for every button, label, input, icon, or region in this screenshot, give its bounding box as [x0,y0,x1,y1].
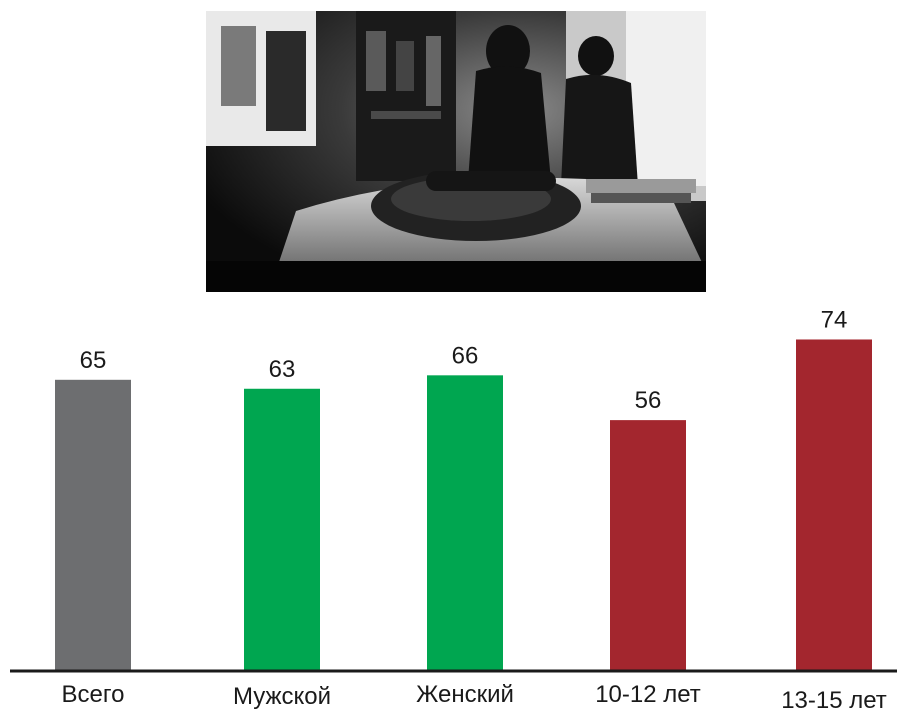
bar-3 [610,420,686,671]
category-label-4: 13-15 лет [781,687,887,711]
bar-1 [244,388,320,671]
silhouette-right [561,74,638,186]
category-labels-group: Всего Мужской Женский 10-12 лет 13-15 лет [62,681,887,711]
header-photo [206,11,706,292]
value-label-0: 65 [80,347,107,374]
value-label-2: 66 [452,342,479,369]
bar-0 [55,379,131,671]
value-label-3: 56 [635,387,662,414]
category-label-2: Женский [416,681,514,708]
category-label-1: Мужской [233,683,331,710]
value-label-1: 63 [269,356,296,383]
value-labels-group: 65 63 66 56 74 [80,306,848,414]
value-label-4: 74 [821,306,848,333]
bar-2 [427,375,503,671]
bars-group [55,339,872,671]
category-label-0: Всего [62,681,125,708]
silhouette-left [468,66,551,181]
bar-4 [796,339,872,671]
category-label-3: 10-12 лет [595,681,701,708]
